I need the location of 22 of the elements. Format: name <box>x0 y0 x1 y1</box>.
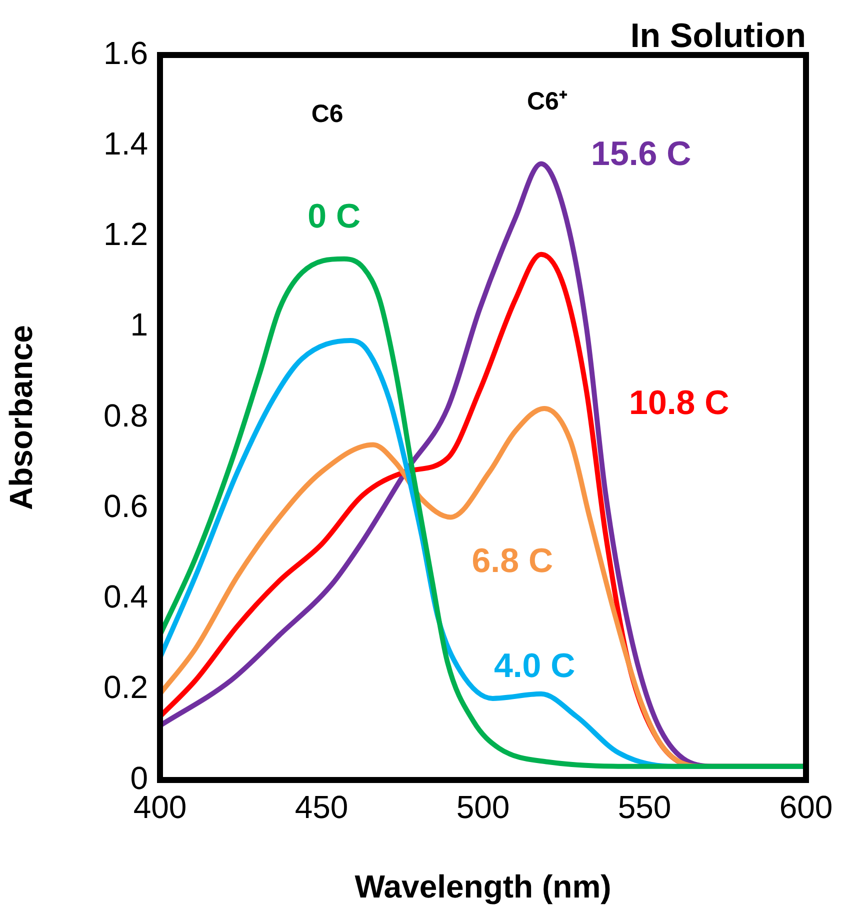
annotation: C6 <box>311 100 344 128</box>
y-tick-label: 0.8 <box>104 397 148 434</box>
x-tick-label: 500 <box>456 789 510 826</box>
series-label: 4.0 C <box>494 646 576 685</box>
y-tick-label: 1.6 <box>104 34 148 71</box>
y-tick-label: 1.2 <box>104 216 148 252</box>
x-tick-label: 450 <box>294 789 348 826</box>
y-tick-label: 0.4 <box>104 578 148 615</box>
series-label: 6.8 C <box>472 542 554 580</box>
x-axis-title: Wavelength (nm) <box>354 868 612 905</box>
series-label: 0 C <box>308 197 361 236</box>
annotation: C6⁺ <box>526 88 568 116</box>
x-tick-label: 550 <box>618 789 672 826</box>
series-label: 15.6 C <box>591 135 692 174</box>
chart-title: In Solution <box>630 17 806 55</box>
y-tick-label: 1 <box>130 306 148 343</box>
y-tick-label: 0.6 <box>104 488 148 524</box>
series-label: 10.8 C <box>629 384 730 422</box>
y-tick-label: 1.4 <box>104 125 148 162</box>
y-axis-title: Absorbance <box>3 325 40 510</box>
y-tick-label: 0.2 <box>104 669 148 706</box>
x-tick-label: 600 <box>779 789 833 826</box>
